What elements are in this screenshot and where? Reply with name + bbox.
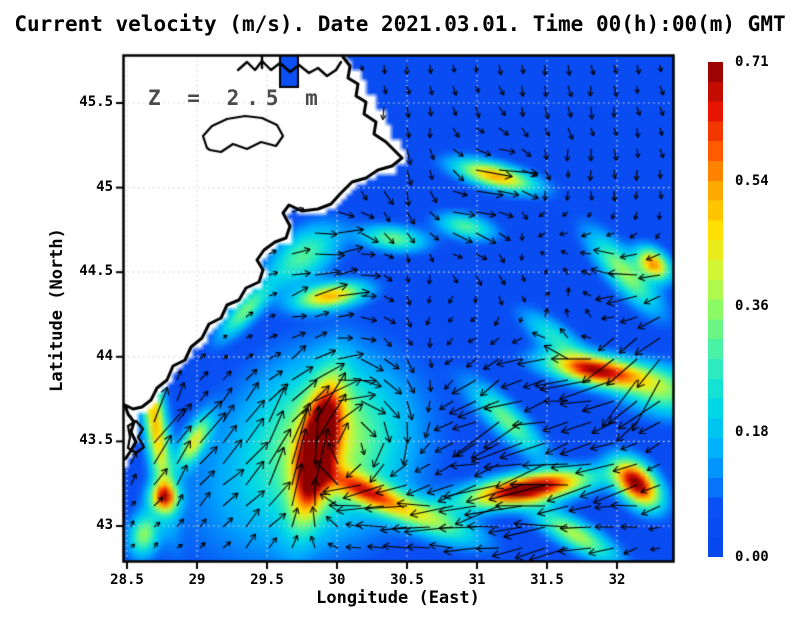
colorbar-tick-label: 0.36 <box>735 298 769 314</box>
colorbar-tick-label: 0.71 <box>735 54 769 70</box>
x-tick-label: 32 <box>608 572 626 588</box>
x-tick-label: 28.5 <box>110 572 144 588</box>
depth-annotation: Z = 2.5 m <box>148 86 325 110</box>
x-tick-label: 30.5 <box>390 572 424 588</box>
y-tick-label: 45 <box>96 178 113 195</box>
y-tick-label: 43 <box>96 516 113 533</box>
x-tick-label: 30 <box>328 572 346 588</box>
figure-title: Current velocity (m/s). Date 2021.03.01.… <box>14 12 786 36</box>
y-axis-label: Latitude (North) <box>47 228 67 392</box>
x-tick-label: 29.5 <box>250 572 284 588</box>
colorbar-tick-label: 0.54 <box>735 172 769 189</box>
y-tick-label: 44.5 <box>79 263 113 280</box>
colorbar-tick-label: 0.18 <box>735 423 769 440</box>
x-axis-label: Longitude (East) <box>316 588 480 608</box>
x-tick-label: 31 <box>468 572 486 588</box>
y-tick-label: 43.5 <box>79 432 113 449</box>
x-tick-label: 31.5 <box>530 572 564 588</box>
y-tick-label: 44 <box>96 347 113 364</box>
colorbar <box>708 62 723 557</box>
x-tick-label: 29 <box>188 572 206 588</box>
colorbar-tick-label: 0.00 <box>735 549 769 565</box>
y-tick-label: 45.5 <box>79 94 113 110</box>
